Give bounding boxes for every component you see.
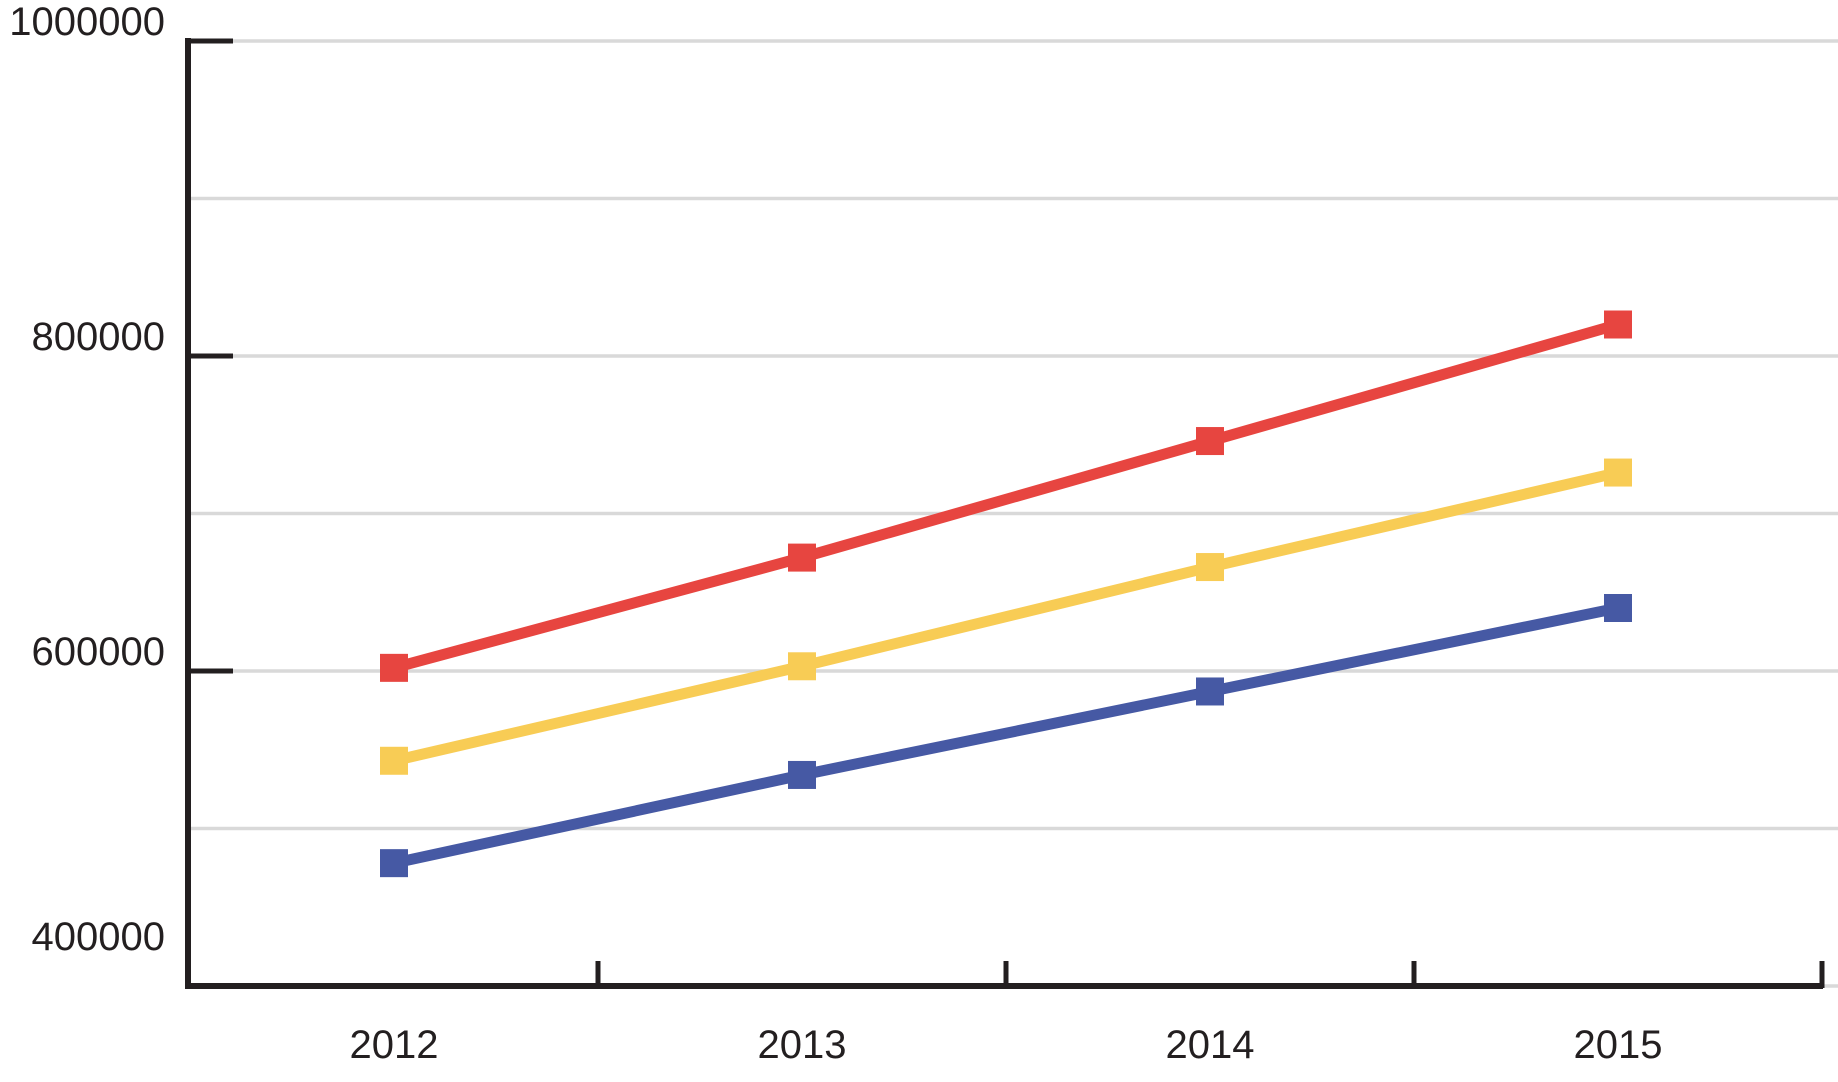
blue-series-marker bbox=[1196, 677, 1224, 706]
axes bbox=[185, 38, 1825, 989]
gridlines bbox=[188, 39, 1838, 988]
yellow-series-marker bbox=[788, 652, 816, 681]
data-series bbox=[380, 310, 1632, 878]
x-tick-label: 2015 bbox=[1574, 1023, 1663, 1067]
blue-series-marker bbox=[788, 760, 816, 789]
blue-series-line bbox=[392, 602, 1620, 869]
red-series-marker bbox=[380, 653, 408, 682]
yellow-series-marker bbox=[1604, 458, 1632, 487]
y-tick-label: 1000000 bbox=[9, 0, 165, 44]
red-series bbox=[380, 310, 1632, 682]
yellow-series-marker bbox=[380, 746, 408, 775]
x-axis-labels: 2012 2013 2014 2015 bbox=[350, 1023, 1663, 1067]
red-series-marker bbox=[1604, 310, 1632, 339]
x-tick-label: 2014 bbox=[1166, 1023, 1255, 1067]
y-tick-label: 600000 bbox=[32, 630, 165, 674]
red-series-marker bbox=[788, 543, 816, 572]
yellow-series-line bbox=[392, 467, 1620, 767]
yellow-series bbox=[380, 458, 1632, 775]
x-tick-label: 2013 bbox=[758, 1023, 847, 1067]
x-tick-label: 2012 bbox=[350, 1023, 439, 1067]
y-tick-label: 800000 bbox=[32, 315, 165, 359]
blue-series-marker bbox=[380, 849, 408, 878]
red-series-marker bbox=[1196, 427, 1224, 456]
yellow-series-marker bbox=[1196, 553, 1224, 582]
y-axis-labels: 1000000 800000 600000 400000 bbox=[9, 0, 165, 959]
red-series-line bbox=[392, 319, 1620, 674]
y-tick-label: 400000 bbox=[32, 915, 165, 959]
blue-series-marker bbox=[1604, 594, 1632, 622]
blue-series bbox=[380, 594, 1632, 878]
